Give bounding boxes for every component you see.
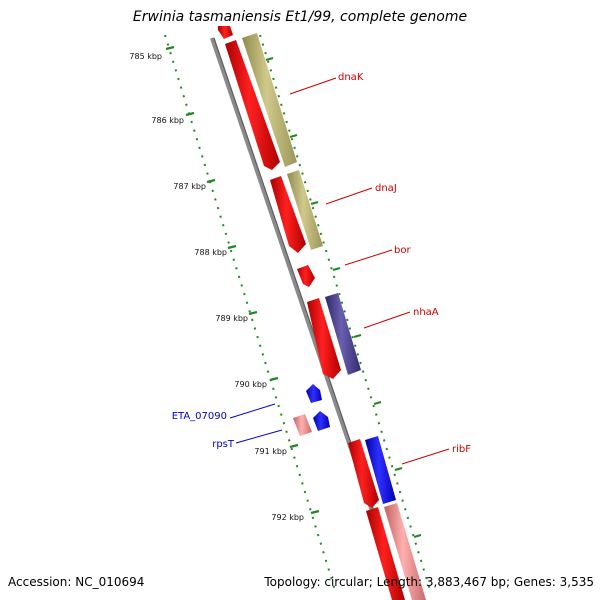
gene-arrow [218, 26, 233, 39]
gene-arrow-ribF-partner [365, 436, 396, 504]
gene-arrow-ETA_07090 [306, 384, 322, 403]
tick-label: 790 kbp [234, 380, 267, 389]
gene-arrow-dnaJ-partner [287, 170, 323, 250]
gene-label-ribF[interactable]: ribF [452, 444, 471, 455]
scale-tick-labels: 785 kbp 786 kbp 787 kbp 788 kbp 789 kbp … [129, 52, 304, 522]
gene-arrow-dnaK-partner [242, 33, 297, 167]
accession-label: Accession: NC_010694 [8, 575, 145, 589]
gene-label-dnaK[interactable]: dnaK [338, 72, 364, 83]
gene-arrow-bor [297, 265, 315, 287]
gene-label-dnaJ[interactable]: dnaJ [375, 183, 397, 194]
gene-label-leaders [229, 77, 450, 465]
gene-label-rpsT[interactable]: rpsT [212, 439, 235, 450]
gene-arrow-ribF [348, 439, 379, 508]
gene-guide-line [259, 34, 431, 591]
tick-label: 787 kbp [173, 182, 206, 191]
gene-label-nhaA[interactable]: nhaA [413, 307, 439, 318]
gene-arrow-dnaJ [270, 176, 306, 253]
gene-labels: dnaK dnaJ bor nhaA ribF ETA_07090 rpsT [172, 72, 472, 455]
gene-label-ETA_07090[interactable]: ETA_07090 [172, 411, 227, 422]
gene-arrow [366, 507, 405, 600]
tick-label: 789 kbp [215, 314, 248, 323]
gene-arrow [384, 503, 426, 600]
tick-label: 791 kbp [254, 447, 287, 456]
gene-arrow-dnaK [225, 40, 280, 170]
topology-label: Topology: circular; Length: 3,883,467 bp… [264, 575, 594, 589]
gene-arrow-rpsT-partner [293, 414, 312, 436]
tick-label: 792 kbp [271, 513, 304, 522]
gene-arrow-nhaA-partner [325, 293, 361, 375]
gene-glyphs [218, 26, 426, 600]
gene-label-bor[interactable]: bor [394, 245, 411, 256]
tick-label: 788 kbp [194, 248, 227, 257]
gene-arrow-rpsT [313, 411, 330, 431]
tick-label: 786 kbp [151, 116, 184, 125]
gene-arrow-nhaA [307, 298, 341, 379]
genome-title: Erwinia tasmaniensis Et1/99, complete ge… [132, 9, 468, 25]
tick-label: 785 kbp [129, 52, 162, 61]
scale-ticks [165, 45, 422, 539]
